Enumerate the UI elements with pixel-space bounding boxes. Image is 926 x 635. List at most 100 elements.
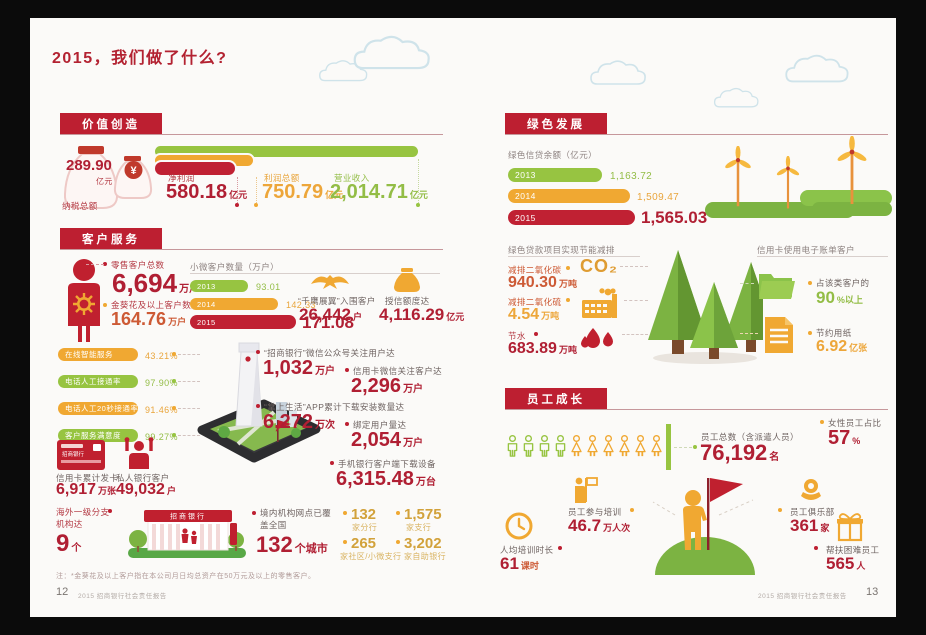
leader-dot: [108, 509, 112, 513]
leader-dot: [343, 540, 347, 544]
leader-dot: [416, 203, 420, 207]
bar-operating-income: [155, 146, 418, 157]
eagle-program-value: 26,442 户: [299, 305, 363, 324]
leader-dot: [820, 420, 824, 424]
service-rate-bar-phone: 电话人工接通率: [58, 375, 138, 388]
leader-line: [256, 177, 257, 203]
micro-value-2014: 142.33: [286, 300, 316, 310]
estatement-share-label: 占该类客户的: [816, 278, 870, 288]
credit-line-value: 4,116.29 亿元: [379, 305, 465, 324]
cloud-icon: [352, 32, 434, 74]
support-employees-label: 帮扶困难员工: [826, 545, 880, 555]
leader-line: [418, 159, 419, 203]
sunflower-customers-value: 164.76 万户: [111, 309, 187, 329]
tax-money-bag-icon: ¥: [63, 146, 153, 209]
emission-savings-title: 绿色贷款项目实现节能减排: [508, 245, 615, 255]
leader-dot: [693, 445, 697, 449]
training-participation-label: 员工参与培训: [568, 507, 622, 517]
green-credit-value-2014: 1,509.47: [637, 192, 680, 203]
leader-line: [178, 435, 200, 436]
leader-dot: [256, 404, 260, 408]
selfservice-banks-label: 家自助银行: [404, 552, 446, 561]
training-flag-person-icon: [575, 477, 598, 503]
service-rate-value-phone20s: 91.46%: [145, 405, 178, 415]
selfservice-banks-count: 3,202: [404, 535, 442, 552]
retail-customer-person-icon: [68, 259, 100, 342]
community-branches-label: 家社区/小微支行: [340, 552, 402, 561]
service-rate-value-phone: 97.90%: [145, 378, 178, 388]
bar-net-profit: [155, 162, 235, 175]
domestic-network-label: 境内机构网点已覆盖全国: [260, 508, 332, 531]
leader-line: [620, 266, 648, 267]
report-title-footer-right: 2015 招商银行社会责任报告: [758, 593, 847, 600]
green-credit-bar-2013: 2013: [508, 168, 602, 182]
card-wechat-value: 2,296 万户: [351, 375, 424, 397]
folder-icon: [759, 274, 795, 299]
club-ball-icon: [801, 479, 821, 500]
co2-reduction-label: 减排二氧化碳: [508, 265, 562, 275]
employee-figure-male: [521, 424, 536, 468]
leader-dot: [172, 433, 176, 437]
service-rate-value-satisfaction: 99.27%: [145, 432, 178, 442]
green-credit-bar-2014: 2014: [508, 189, 630, 203]
water-saving-label: 节水: [508, 331, 526, 341]
page-number-right: 13: [866, 586, 879, 598]
leader-dot: [252, 511, 256, 515]
green-credit-value-2015: 1,565.03: [641, 208, 708, 227]
green-credit-value-2013: 1,163.72: [610, 171, 653, 182]
avg-training-hours-value: 61 课时: [500, 554, 539, 573]
bound-users-label: 绑定用户量达: [353, 420, 407, 430]
training-participation-value: 46.7 万人次: [568, 516, 631, 535]
divider: [757, 256, 888, 257]
factory-icon: [582, 288, 617, 318]
report-title-footer-left: 2015 招商银行社会责任报告: [78, 593, 167, 600]
cloud-icon: [782, 52, 854, 86]
total-employees-label: 员工总数（含派遣人员）: [701, 432, 799, 442]
leader-line: [237, 177, 238, 203]
micro-customers-title: 小微客户数量（万户）: [190, 262, 280, 272]
flag-person-hill-illustration: [645, 470, 765, 575]
section-heading-value-creation: 价值创造: [60, 113, 162, 134]
leader-line: [178, 354, 200, 355]
micro-bar-2015: 2015: [190, 315, 296, 329]
micro-bar-2013: 2013: [190, 280, 248, 292]
eagle-program-label: “千鹰展翼”入围客户: [298, 296, 376, 306]
retail-customers-label: 零售客户总数: [111, 260, 165, 270]
branches-count: 132: [351, 506, 377, 523]
leader-line: [740, 283, 754, 284]
page-number-left: 12: [56, 586, 69, 598]
wechat-followers-label: “招商银行”微信公众号关注用户达: [264, 348, 396, 358]
section-divider: [60, 134, 443, 135]
subbranches-label: 家支行: [406, 523, 432, 532]
female-ratio-label: 女性员工占比: [828, 418, 882, 428]
leader-dot: [254, 203, 258, 207]
section-heading-employee-growth: 员工成长: [505, 388, 607, 409]
service-rate-bar-satisfaction: 客户服务满意度: [58, 429, 138, 442]
section-divider: [505, 409, 888, 410]
employee-figure-male: [537, 424, 552, 468]
leader-dot: [778, 508, 782, 512]
water-saving-value: 683.89 万吨: [508, 340, 577, 357]
branches-label: 家分行: [352, 523, 378, 532]
subbranches-count: 1,575: [404, 506, 442, 523]
divider: [190, 273, 440, 274]
mobile-bank-devices-label: 手机银行客户端下载设备: [338, 459, 436, 469]
mobile-bank-devices-value: 6,315.48 万台: [336, 468, 436, 490]
leader-line: [86, 264, 104, 265]
app-downloads-value: 6,272 万次: [263, 411, 336, 433]
employee-clubs-label: 员工俱乐部: [790, 507, 835, 517]
female-ratio-value: 57%: [828, 427, 861, 449]
app-downloads-label: “掌上生活”APP累计下载安装数量达: [264, 402, 405, 412]
so2-reduction-label: 减排二氧化硫: [508, 297, 562, 307]
leader-dot: [103, 303, 107, 307]
leader-dot: [343, 511, 347, 515]
clock-icon: [505, 512, 533, 540]
leader-line: [178, 381, 200, 382]
employee-clubs-value: 361 家: [790, 516, 830, 535]
leader-dot: [808, 281, 812, 285]
divider: [508, 256, 640, 257]
employee-figures-row: [505, 424, 665, 470]
estatement-title: 信用卡使用电子账单客户: [757, 245, 855, 255]
employee-figure-female: [617, 424, 632, 468]
